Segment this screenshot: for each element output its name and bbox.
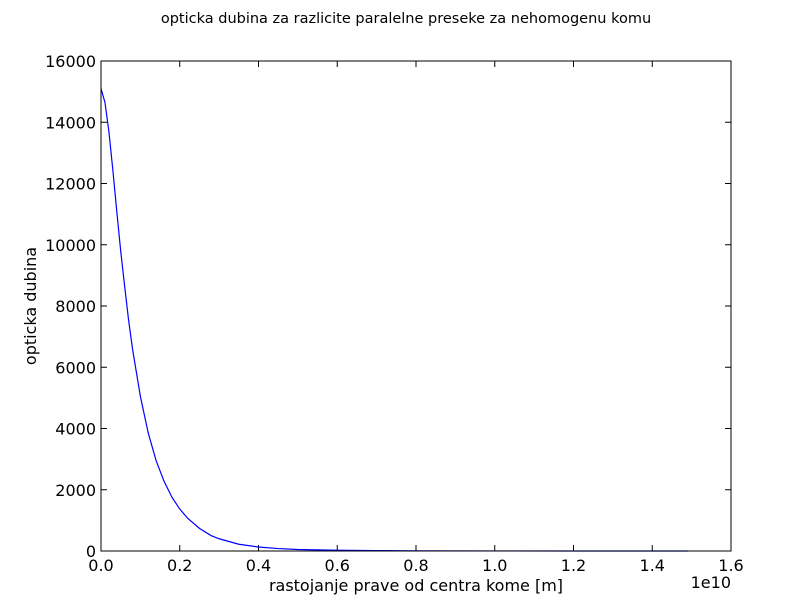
series-line: [100, 88, 688, 552]
y-tick-label: 12000: [45, 175, 96, 194]
x-tick-label: 0.0: [88, 556, 113, 575]
x-tick-label: 1.0: [482, 556, 507, 575]
x-tick-label: 1.2: [561, 556, 586, 575]
y-tick-label: 16000: [45, 52, 96, 71]
y-tick-label: 4000: [55, 420, 96, 439]
y-tick-label: 6000: [55, 358, 96, 377]
x-tick-label: 0.8: [403, 556, 428, 575]
ticks: 0.0 0.2 0.4 0.6 0.8 1.0 1.2 1.4 1.6 0 2000 4000 6000…: [45, 52, 744, 575]
x-tick-label: 0.6: [325, 556, 350, 575]
x-axis-label: rastojanje prave od centra kome [m]: [269, 576, 563, 595]
x-offset-label: 1e10: [691, 573, 731, 592]
y-axis-label: opticka dubina: [21, 247, 40, 365]
y-tick-label: 0: [86, 542, 96, 561]
y-tick-label: 10000: [45, 236, 96, 255]
x-tick-label: 0.2: [167, 556, 192, 575]
plot-frame: [100, 60, 732, 552]
y-tick-label: 14000: [45, 113, 96, 132]
y-tick-label: 8000: [55, 297, 96, 316]
y-tick-label: 2000: [55, 481, 96, 500]
x-tick-label: 0.4: [246, 556, 271, 575]
x-tick-label: 1.6: [718, 556, 743, 575]
chart-title: opticka dubina za razlicite paralelne pr…: [161, 11, 651, 27]
x-tick-label: 1.4: [640, 556, 665, 575]
